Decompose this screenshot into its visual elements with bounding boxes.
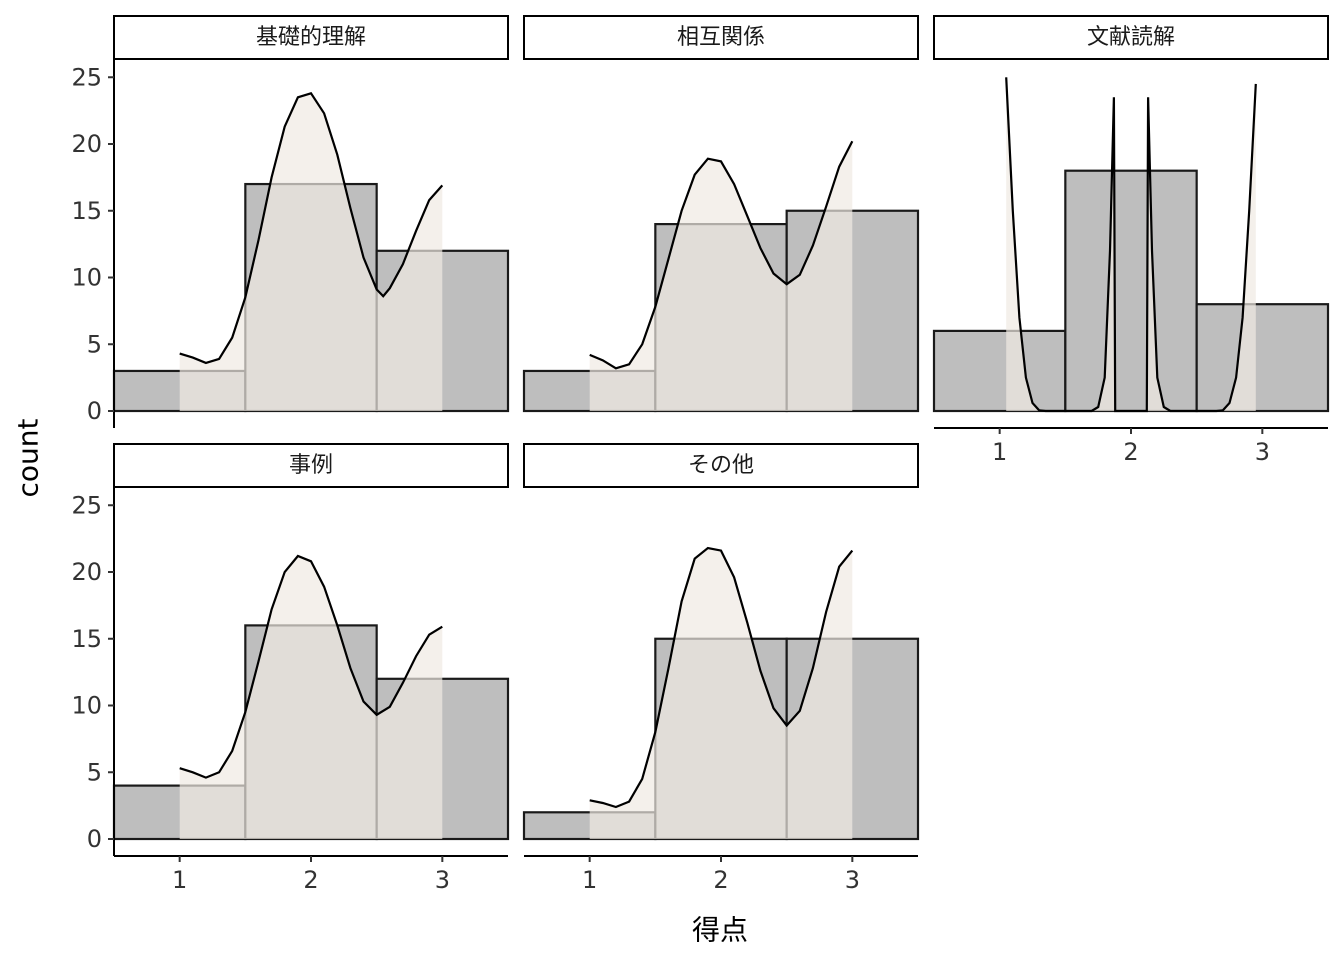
facet-0-strip: [113, 15, 509, 60]
facet-3-strip-label: 事例: [289, 453, 333, 478]
facet-3-strip: [113, 443, 509, 488]
facet-1-density-area: [589, 141, 853, 412]
facet-1-density-line: [589, 140, 854, 370]
facet-4-strip: [523, 443, 919, 488]
y-axis-title: count: [12, 418, 45, 497]
facet-4-x-tick-label-2: 2: [713, 866, 728, 894]
facet-4-density-area: [589, 548, 853, 839]
facet-1-strip-label: 相互関係: [677, 25, 765, 50]
facet-0-density-line: [179, 92, 444, 365]
facet-4-x-tick-label-1: 1: [582, 866, 597, 894]
facet-3-panel: 事例 0 5 10 15 20 25 1 2 3: [71, 443, 510, 894]
facet-2-x-tick-label-1: 1: [992, 438, 1007, 466]
facet-0-y-tick-label-15: 15: [71, 197, 102, 225]
facet-0-density-area: [179, 93, 443, 412]
facet-4-density-line: [589, 546, 854, 809]
facet-0-strip-label: 基礎的理解: [256, 25, 366, 50]
facet-0-y-tick-label-0: 0: [87, 397, 102, 425]
facet-4-x-tick-label-3: 3: [845, 866, 860, 894]
facet-1-strip: [523, 15, 919, 60]
facet-0-y-tick-label-20: 20: [71, 130, 102, 158]
facet-3-y-tick-label-10: 10: [71, 692, 102, 720]
facet-2-strip: [933, 15, 1329, 60]
facet-2-density-line: [1005, 77, 1257, 413]
facet-2-bar-1: [932, 329, 1067, 413]
facet-3-y-tick-label-0: 0: [87, 825, 102, 853]
facet-1-panel: 相互関係: [522, 15, 920, 413]
facet-3-y-tick-label-20: 20: [71, 558, 102, 586]
facet-0-y-tick-label-10: 10: [71, 264, 102, 292]
facet-3-y-tick-label-15: 15: [71, 625, 102, 653]
facet-3-x-tick-label-1: 1: [172, 866, 187, 894]
facet-3-x-tick-label-3: 3: [435, 866, 450, 894]
facet-2-bar-2: [1064, 169, 1198, 413]
facet-0-y-tick-label-25: 25: [71, 63, 102, 91]
facet-3-y-tick-label-5: 5: [87, 758, 102, 786]
facet-3-x-tick-label-2: 2: [303, 866, 318, 894]
facet-4-panel: その他 1 2 3: [522, 443, 920, 894]
x-axis-title: 得点: [692, 914, 748, 947]
facet-2-bar-3: [1195, 303, 1330, 413]
facet-2-x-tick-label-3: 3: [1255, 438, 1270, 466]
facet-2-strip-label: 文献読解: [1087, 25, 1175, 50]
facet-3-density-line: [179, 554, 443, 779]
facet-panels: 基礎的理解 0 5 10 15 20 25 相互関係 文献読解 1 2 3 事例 0 5 10 15 20 25 1 2…: [71, 15, 1330, 894]
facet-0-panel: 基礎的理解 0 5 10 15 20 25: [71, 15, 510, 428]
facet-3-density-area: [179, 556, 443, 839]
facet-3-y-tick-label-25: 25: [71, 491, 102, 519]
facet-4-strip-label: その他: [688, 453, 754, 478]
facet-2-x-tick-label-2: 2: [1123, 438, 1138, 466]
facet-2-panel: 文献読解 1 2 3: [932, 15, 1330, 466]
facet-0-y-tick-label-5: 5: [87, 330, 102, 358]
